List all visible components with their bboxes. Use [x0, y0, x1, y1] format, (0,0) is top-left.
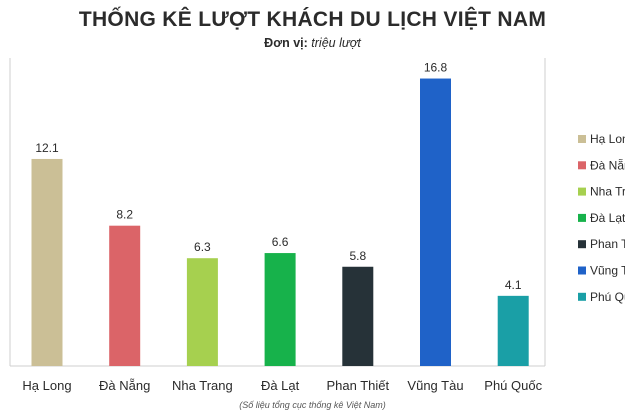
source-note: (Số liệu tổng cục thống kê Việt Nam) [239, 400, 386, 410]
unit-line: Đơn vị: triệu lượt [0, 36, 625, 50]
data-label-4: 6.6 [272, 235, 289, 249]
data-label-2: 8.2 [116, 208, 133, 222]
legend-swatch-6 [578, 266, 586, 275]
legend-swatch-4 [578, 213, 586, 222]
data-label-7: 4.1 [505, 278, 522, 292]
data-label-1: 12.1 [35, 141, 59, 155]
bar-1 [31, 158, 63, 366]
bar-5 [342, 266, 374, 366]
legend-swatch-1 [578, 135, 586, 143]
legend-label-4: Đà Lạt [590, 211, 625, 225]
unit-value: triệu lượt [311, 36, 361, 50]
x-tick-label-5: Phan Thiết [326, 378, 389, 393]
x-tick-label-1: Hạ Long [22, 378, 71, 393]
x-tick-label-7: Phú Quốc [484, 378, 542, 393]
legend-label-5: Phan Thiết [590, 237, 625, 251]
legend-swatch-2 [578, 161, 586, 170]
legend-label-2: Đà Nẵng [590, 157, 625, 172]
x-tick-label-3: Nha Trang [172, 378, 233, 393]
data-label-5: 5.8 [349, 249, 366, 263]
legend-label-6: Vũng Tàu [590, 264, 625, 278]
bar-2 [109, 225, 141, 366]
legend-label-3: Nha Trang [590, 185, 625, 199]
x-tick-label-6: Vũng Tàu [407, 378, 463, 393]
bar-6 [420, 78, 451, 367]
legend-swatch-7 [578, 292, 586, 301]
data-label-6: 16.8 [424, 61, 448, 75]
bar-7 [497, 295, 529, 366]
legend-label-1: Hạ Long [590, 132, 625, 146]
legend-label-7: Phú Quốc [590, 290, 625, 304]
x-tick-label-2: Đà Nẵng [99, 378, 150, 393]
legend: Hạ Long Đà Nẵng Nha Trang Đà Lạt Phan Thiết V… [578, 132, 625, 304]
chart-title: THỐNG KÊ LƯỢT KHÁCH DU LỊCH VIỆT NAM [78, 8, 547, 31]
data-label-3: 6.3 [194, 240, 211, 254]
bars-group: 12.1 Hạ Long 8.2 Đà Nẵng 6.3 Nha Trang 6.6 Đà L… [22, 61, 542, 393]
unit-label: Đơn vị: [264, 36, 308, 50]
legend-swatch-3 [578, 187, 586, 196]
bar-4 [264, 253, 296, 366]
legend-swatch-5 [578, 240, 586, 249]
bar-3 [186, 258, 218, 366]
x-tick-label-4: Đà Lạt [261, 378, 300, 393]
